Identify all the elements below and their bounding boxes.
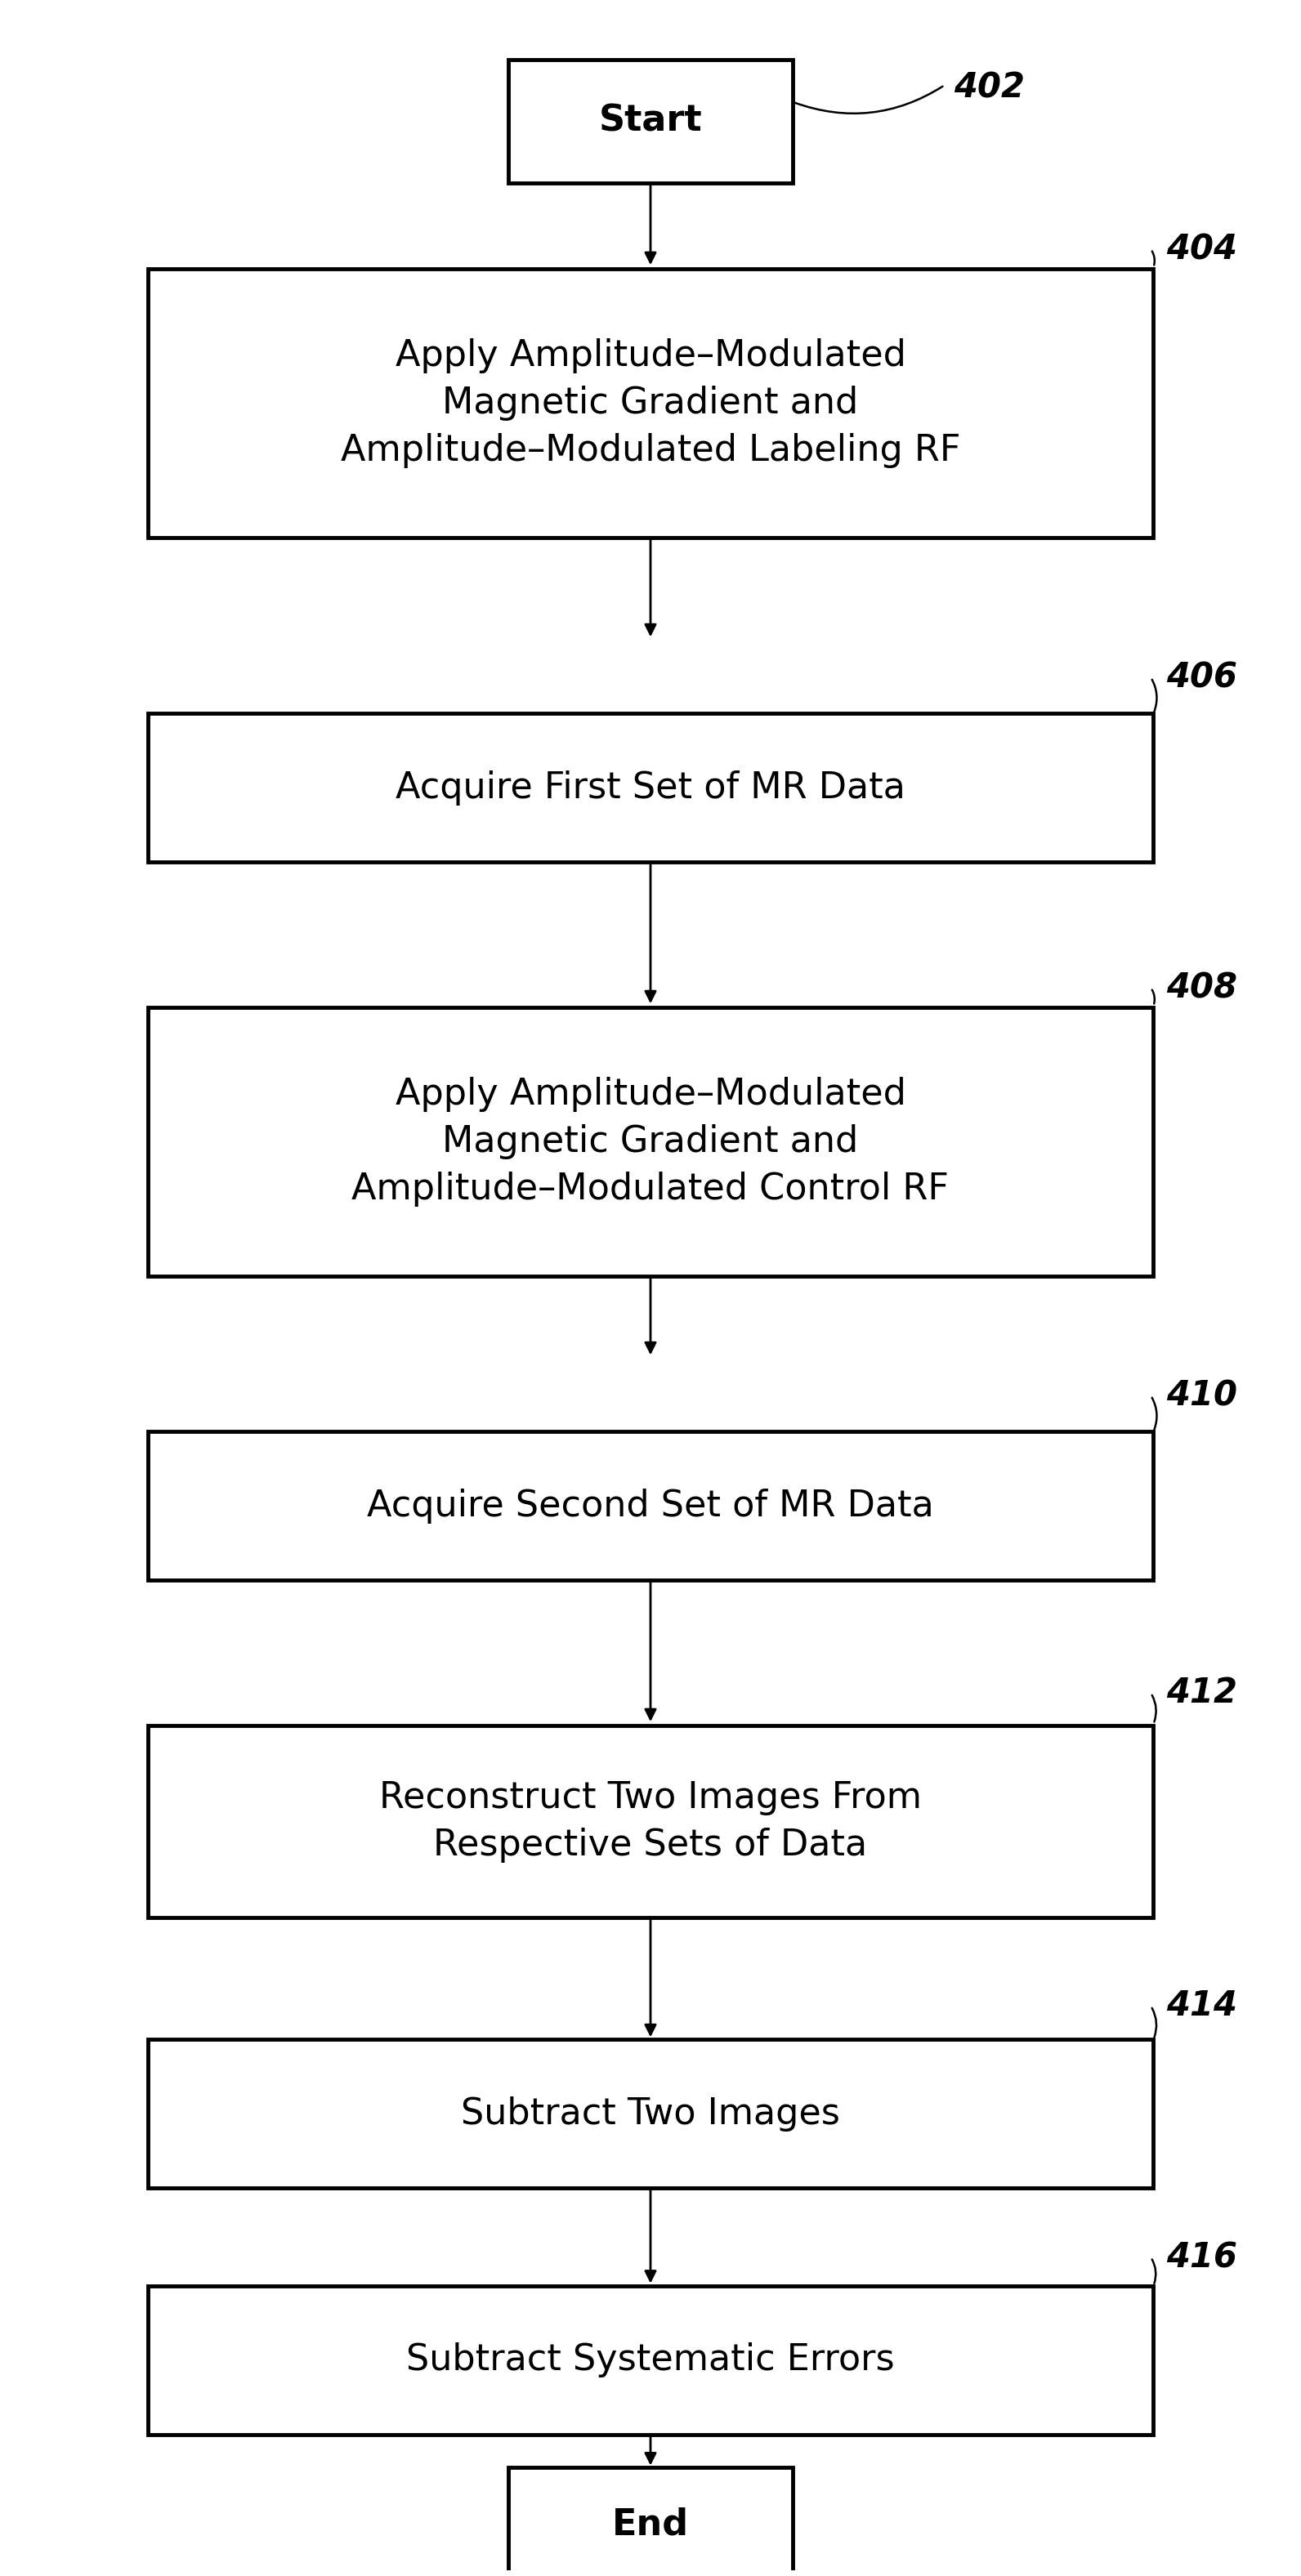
Text: End: End — [611, 2506, 690, 2543]
Text: 416: 416 — [1167, 2241, 1237, 2275]
Text: Acquire First Set of MR Data: Acquire First Set of MR Data — [396, 770, 905, 806]
FancyBboxPatch shape — [147, 1007, 1154, 1278]
Text: 412: 412 — [1167, 1677, 1237, 1710]
Text: Start: Start — [598, 103, 703, 139]
Text: 404: 404 — [1167, 232, 1237, 265]
FancyBboxPatch shape — [509, 2468, 792, 2576]
FancyBboxPatch shape — [147, 714, 1154, 863]
Text: 406: 406 — [1167, 659, 1237, 696]
Text: 410: 410 — [1167, 1378, 1237, 1412]
FancyBboxPatch shape — [147, 2285, 1154, 2434]
Text: 408: 408 — [1167, 971, 1237, 1005]
Text: Acquire Second Set of MR Data: Acquire Second Set of MR Data — [367, 1489, 934, 1522]
Text: Reconstruct Two Images From
Respective Sets of Data: Reconstruct Two Images From Respective S… — [379, 1780, 922, 1862]
FancyBboxPatch shape — [147, 2040, 1154, 2187]
Text: Subtract Two Images: Subtract Two Images — [461, 2097, 840, 2130]
FancyBboxPatch shape — [147, 268, 1154, 538]
Text: 402: 402 — [954, 70, 1025, 106]
Text: 414: 414 — [1167, 1989, 1237, 2022]
FancyBboxPatch shape — [147, 1726, 1154, 1917]
FancyBboxPatch shape — [147, 1432, 1154, 1579]
Text: Apply Amplitude–Modulated
Magnetic Gradient and
Amplitude–Modulated Labeling RF: Apply Amplitude–Modulated Magnetic Gradi… — [341, 337, 960, 469]
Text: Apply Amplitude–Modulated
Magnetic Gradient and
Amplitude–Modulated Control RF: Apply Amplitude–Modulated Magnetic Gradi… — [351, 1077, 950, 1208]
FancyBboxPatch shape — [509, 59, 792, 183]
Text: Subtract Systematic Errors: Subtract Systematic Errors — [406, 2342, 895, 2378]
